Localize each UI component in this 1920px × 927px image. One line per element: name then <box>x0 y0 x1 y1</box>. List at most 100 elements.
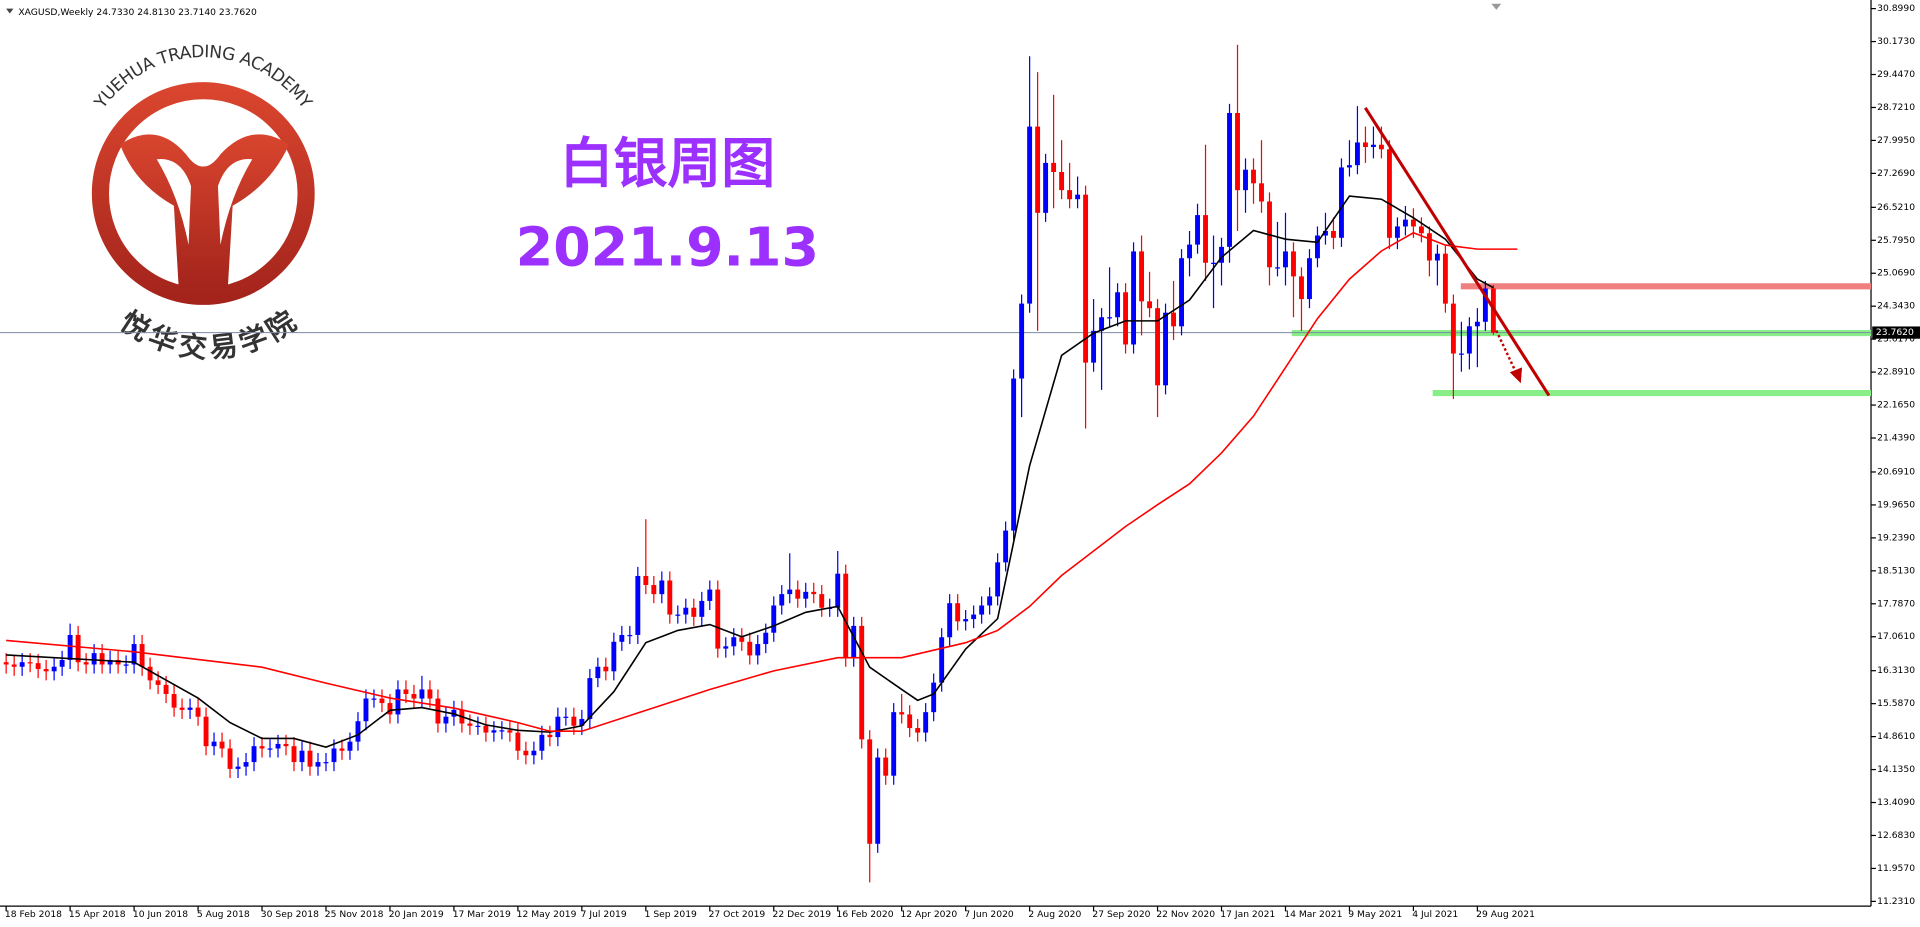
candle-body <box>1251 169 1256 184</box>
candle-body <box>795 589 801 599</box>
candle-body <box>811 591 817 595</box>
candle-body <box>803 591 809 599</box>
x-tick-label: 14 Mar 2021 <box>1284 909 1342 920</box>
candle-body <box>379 698 385 704</box>
candle-body <box>35 663 41 670</box>
candle-body <box>619 634 625 642</box>
x-tick-label: 20 Jan 2019 <box>389 909 444 920</box>
candle-body <box>755 644 761 656</box>
candle-body <box>915 728 921 733</box>
candle-body <box>1171 312 1176 327</box>
candle-body <box>475 725 481 727</box>
candle-body <box>83 662 89 665</box>
candle-body <box>635 575 641 635</box>
candle-body <box>1091 330 1097 363</box>
candle-body <box>555 716 561 738</box>
candle-body <box>899 712 905 715</box>
candle-body <box>715 589 721 649</box>
candle-body <box>339 748 345 751</box>
candle-body <box>659 580 665 595</box>
candle-body <box>1179 258 1184 327</box>
candle-body <box>403 689 409 694</box>
candle-body <box>1275 267 1280 269</box>
candle-body <box>1243 169 1248 191</box>
candle-body <box>843 573 849 658</box>
x-tick-label: 22 Dec 2019 <box>773 909 832 920</box>
x-tick-label: 12 Apr 2020 <box>900 909 957 920</box>
candle-body <box>1211 262 1216 264</box>
candle-body <box>579 718 585 726</box>
arrow-head <box>1509 367 1523 384</box>
candle-body <box>699 600 705 617</box>
candle-body <box>563 716 569 718</box>
candle-body <box>67 634 73 660</box>
candle-body <box>739 637 745 642</box>
candle-body <box>651 585 657 595</box>
candle-body <box>515 732 521 751</box>
candle-body <box>307 750 313 767</box>
x-tick-label: 30 Sep 2018 <box>261 909 319 920</box>
candle-body <box>371 698 377 700</box>
candle-body <box>1011 378 1017 531</box>
candle-body <box>1019 303 1025 379</box>
y-tick-label: 17.0610 <box>1877 631 1915 642</box>
x-tick-label: 17 Mar 2019 <box>453 909 511 920</box>
candle-body <box>427 689 433 699</box>
candle-body <box>1043 162 1049 213</box>
candle-body <box>1067 190 1073 200</box>
candle-body <box>419 689 425 699</box>
candle-body <box>1227 112 1232 247</box>
candle-body <box>1051 162 1057 172</box>
candle-body <box>123 664 129 666</box>
candle-body <box>1187 244 1192 259</box>
candle-body <box>507 730 513 733</box>
x-tick-label: 12 May 2019 <box>517 909 577 920</box>
y-tick-label: 15.5870 <box>1877 698 1915 709</box>
candle-body <box>331 748 337 763</box>
candle-body <box>411 693 417 699</box>
y-tick-label: 22.1650 <box>1877 400 1915 411</box>
x-tick-label: 27 Sep 2020 <box>1092 909 1150 920</box>
candle-body <box>1426 233 1432 261</box>
y-tick-label: 14.8610 <box>1877 731 1915 742</box>
candle-body <box>1450 303 1456 354</box>
candle-body <box>947 603 953 638</box>
y-tick-label: 17.7870 <box>1877 598 1915 609</box>
candle-body <box>1370 144 1376 148</box>
scroll-marker <box>1491 3 1502 10</box>
candle-body <box>1155 308 1161 386</box>
candle-body <box>1147 301 1153 309</box>
candle-body <box>59 659 65 667</box>
x-tick-label: 2 Aug 2020 <box>1028 909 1081 920</box>
x-tick-label: 27 Oct 2019 <box>709 909 766 920</box>
y-tick-label: 21.4390 <box>1877 433 1915 444</box>
candle-body <box>1458 353 1464 355</box>
y-tick-label: 30.8990 <box>1877 3 1915 14</box>
candle-body <box>491 730 497 733</box>
candle-body <box>267 748 273 750</box>
candle-body <box>859 625 865 740</box>
candle-body <box>259 746 265 749</box>
y-tick-label: 11.2310 <box>1877 896 1915 907</box>
candle-body <box>675 614 681 616</box>
candle-body <box>995 562 1001 597</box>
candle-body <box>1283 251 1288 268</box>
y-tick-label: 30.1730 <box>1877 36 1915 47</box>
x-tick-label: 17 Jan 2021 <box>1220 909 1275 920</box>
candle-body <box>539 734 545 751</box>
candle-body <box>1466 326 1472 354</box>
candle-body <box>1027 126 1033 304</box>
candle-body <box>243 762 249 767</box>
candle-body <box>1355 142 1360 166</box>
candle-body <box>1107 317 1113 319</box>
candle-body <box>1035 126 1041 213</box>
candle-body <box>499 730 505 732</box>
x-tick-label: 7 Jul 2019 <box>581 909 627 920</box>
candle-body <box>315 762 321 767</box>
candle-body <box>523 750 529 756</box>
candle-body <box>139 644 145 667</box>
candle-body <box>1219 246 1224 263</box>
candle-body <box>347 741 353 751</box>
candle-body <box>387 703 393 715</box>
